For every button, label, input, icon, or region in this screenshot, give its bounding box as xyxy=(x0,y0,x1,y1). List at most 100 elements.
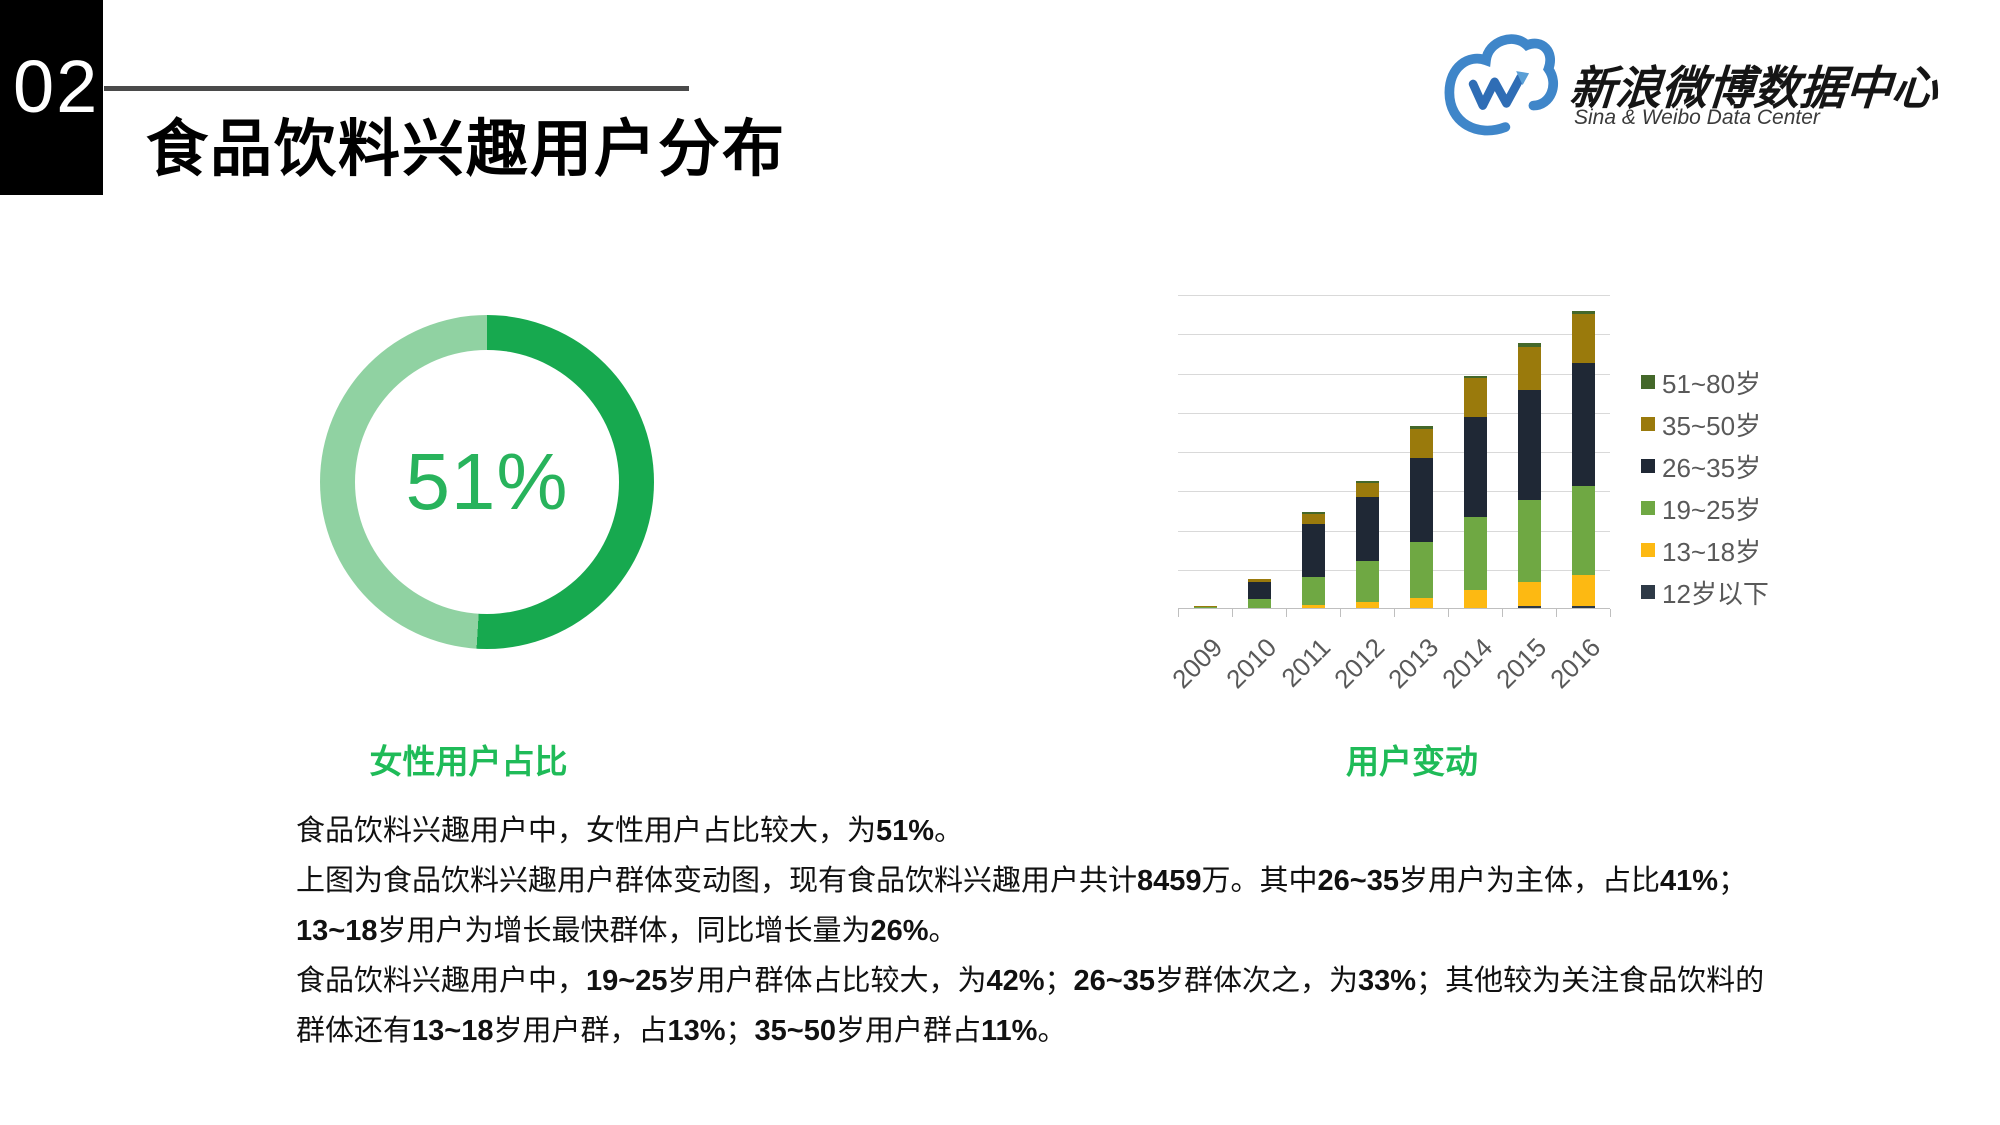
bar-segment-26~35岁 xyxy=(1355,496,1379,561)
bar-segment-13~18岁 xyxy=(1571,574,1595,606)
bar-segment-35~50岁 xyxy=(1571,313,1595,364)
weibo-cloud-icon xyxy=(1444,34,1558,136)
legend-swatch-icon xyxy=(1641,585,1655,599)
gridline xyxy=(1178,491,1610,493)
bar-segment-12岁以下 xyxy=(1517,606,1541,608)
header-divider xyxy=(104,86,689,91)
bar-segment-26~35岁 xyxy=(1247,581,1271,600)
bar-segment-13~18岁 xyxy=(1463,589,1487,608)
axis-tick xyxy=(1232,609,1233,617)
section-number-box: 02 xyxy=(0,0,103,195)
gridline xyxy=(1178,452,1610,453)
legend-label: 19~25岁 xyxy=(1662,494,1762,525)
legend-label: 35~50岁 xyxy=(1662,410,1762,441)
stacked-bar-chart-user-change: 2009 2010 2011 2012 2013 2014 2015 2016 xyxy=(1166,295,1611,694)
donut-caption: 女性用户占比 xyxy=(369,743,568,780)
bar-segment-26~35岁 xyxy=(1301,523,1325,577)
legend-item: 12岁以下 xyxy=(1641,578,1769,609)
bar-segment-35~50岁 xyxy=(1463,378,1487,417)
axis-tick xyxy=(1178,609,1179,617)
bar-segment-35~50岁 xyxy=(1409,428,1433,459)
bar-segment-19~25岁 xyxy=(1463,516,1487,590)
legend-item: 35~50岁 xyxy=(1641,410,1769,441)
body-paragraph-2: 上图为食品饮料兴趣用户群体变动图，现有食品饮料兴趣用户共计8459万。其中26~… xyxy=(296,865,1748,947)
bar-2013 xyxy=(1409,426,1433,608)
legend-label: 12岁以下 xyxy=(1662,578,1769,609)
axis-tick xyxy=(1448,609,1449,617)
bar-segment-19~25岁 xyxy=(1571,485,1595,575)
bar-2009 xyxy=(1193,606,1217,608)
body-text: 食品饮料兴趣用户中，女性用户占比较大，为51%。上图为食品饮料兴趣用户群体变动图… xyxy=(296,806,1782,1056)
bar-segment-26~35岁 xyxy=(1517,389,1541,500)
bar-segment-51~80岁 xyxy=(1301,511,1325,514)
donut-chart-female-share: 51% xyxy=(320,315,654,649)
bar-segment-19~25岁 xyxy=(1517,499,1541,582)
logo-text-english: Sina & Weibo Data Center xyxy=(1574,106,1820,129)
legend-label: 13~18岁 xyxy=(1662,536,1762,567)
donut-hole: 51% xyxy=(355,350,619,614)
bar-chart-caption: 用户变动 xyxy=(1346,743,1478,780)
bar-segment-12岁以下 xyxy=(1571,605,1595,608)
bar-segment-19~25岁 xyxy=(1247,599,1271,608)
section-number: 02 xyxy=(13,45,100,128)
legend-swatch-icon xyxy=(1641,375,1655,389)
bar-segment-35~50岁 xyxy=(1193,606,1217,607)
gridline xyxy=(1178,412,1610,414)
gridline xyxy=(1178,530,1610,532)
bar-segment-26~35岁 xyxy=(1571,363,1595,486)
bar-segment-51~80岁 xyxy=(1571,310,1595,314)
bar-segment-26~35岁 xyxy=(1463,416,1487,517)
bar-segment-19~25岁 xyxy=(1355,560,1379,603)
axis-tick xyxy=(1610,609,1611,617)
legend-swatch-icon xyxy=(1641,543,1655,557)
donut-center-value: 51% xyxy=(405,437,569,526)
bar-2014 xyxy=(1463,375,1487,608)
bar-segment-35~50岁 xyxy=(1247,579,1271,582)
bar-segment-13~18岁 xyxy=(1517,581,1541,607)
body-paragraph-3: 食品饮料兴趣用户中，19~25岁用户群体占比较大，为42%；26~35岁群体次之… xyxy=(296,965,1765,1047)
legend-item: 51~80岁 xyxy=(1641,368,1769,399)
bar-segment-19~25岁 xyxy=(1301,576,1325,606)
legend-label: 51~80岁 xyxy=(1662,368,1762,399)
bar-2016 xyxy=(1571,310,1595,608)
legend-label: 26~35岁 xyxy=(1662,452,1762,483)
bar-segment-19~25岁 xyxy=(1193,606,1217,608)
x-axis-line xyxy=(1178,608,1610,609)
bar-segment-51~80岁 xyxy=(1517,343,1541,347)
gridline xyxy=(1178,569,1610,571)
body-paragraph-1: 食品饮料兴趣用户中，女性用户占比较大，为51%。 xyxy=(296,815,964,847)
legend-item: 26~35岁 xyxy=(1641,452,1769,483)
axis-tick xyxy=(1286,609,1287,617)
page-title: 食品饮料兴趣用户分布 xyxy=(146,115,787,184)
legend-swatch-icon xyxy=(1641,417,1655,431)
bar-2015 xyxy=(1517,343,1541,608)
bar-segment-19~25岁 xyxy=(1409,541,1433,599)
bar-2012 xyxy=(1355,480,1379,608)
bar-2010 xyxy=(1247,579,1271,608)
gridline xyxy=(1178,334,1610,336)
bar-segment-51~80岁 xyxy=(1355,480,1379,484)
bar-segment-35~50岁 xyxy=(1517,346,1541,390)
bar-segment-51~80岁 xyxy=(1463,375,1487,379)
bar-segment-13~18岁 xyxy=(1355,602,1379,608)
sina-weibo-data-center-logo: 新浪微博数据中心 Sina & Weibo Data Center xyxy=(1440,24,1940,144)
axis-tick xyxy=(1502,609,1503,617)
legend-swatch-icon xyxy=(1641,501,1655,515)
axis-tick xyxy=(1340,609,1341,617)
gridline xyxy=(1178,295,1610,296)
bar-segment-51~80岁 xyxy=(1409,426,1433,429)
bar-segment-26~35岁 xyxy=(1409,458,1433,542)
bar-segment-35~50岁 xyxy=(1301,513,1325,524)
legend-item: 13~18岁 xyxy=(1641,536,1769,567)
axis-tick xyxy=(1556,609,1557,617)
bar-segment-13~18岁 xyxy=(1409,598,1433,608)
gridline xyxy=(1178,373,1610,375)
axis-tick xyxy=(1394,609,1395,617)
legend-item: 19~25岁 xyxy=(1641,494,1769,525)
chart-legend: 51~80岁 35~50岁 26~35岁 19~25岁 13~18岁 12岁以下 xyxy=(1641,368,1769,620)
legend-swatch-icon xyxy=(1641,459,1655,473)
bar-segment-13~18岁 xyxy=(1301,605,1325,608)
bar-segment-35~50岁 xyxy=(1355,483,1379,497)
bar-2011 xyxy=(1301,511,1325,608)
